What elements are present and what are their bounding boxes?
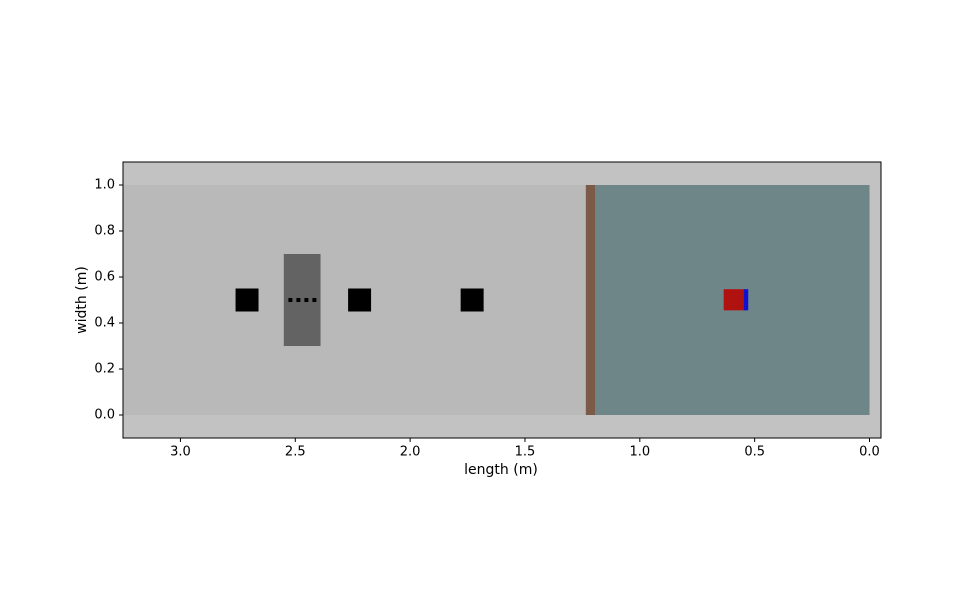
y-tick-label: 0.8 <box>94 224 115 239</box>
plot-frame <box>122 161 882 439</box>
shape <box>743 289 749 311</box>
y-tick-label: 0.4 <box>94 316 115 331</box>
x-tick-label: 1.0 <box>629 445 650 460</box>
x-tick-label: 3.0 <box>170 445 191 460</box>
x-tick-label: 2.5 <box>285 445 306 460</box>
x-tick-label: 1.5 <box>515 445 536 460</box>
shape <box>460 288 484 312</box>
y-tick-label: 0.2 <box>94 362 115 377</box>
shape <box>348 288 372 312</box>
shape <box>723 289 744 311</box>
y-tick-label: 1.0 <box>94 178 115 193</box>
y-tick-label: 0.0 <box>94 408 115 423</box>
y-tick-label: 0.6 <box>94 270 115 285</box>
x-tick-label: 0.5 <box>744 445 765 460</box>
x-axis-label: length (m) <box>464 462 538 478</box>
shape <box>585 185 596 415</box>
x-tick-label: 2.0 <box>400 445 421 460</box>
shape <box>235 288 259 312</box>
y-axis-label: width (m) <box>74 266 90 334</box>
x-tick-label: 0.0 <box>859 445 880 460</box>
